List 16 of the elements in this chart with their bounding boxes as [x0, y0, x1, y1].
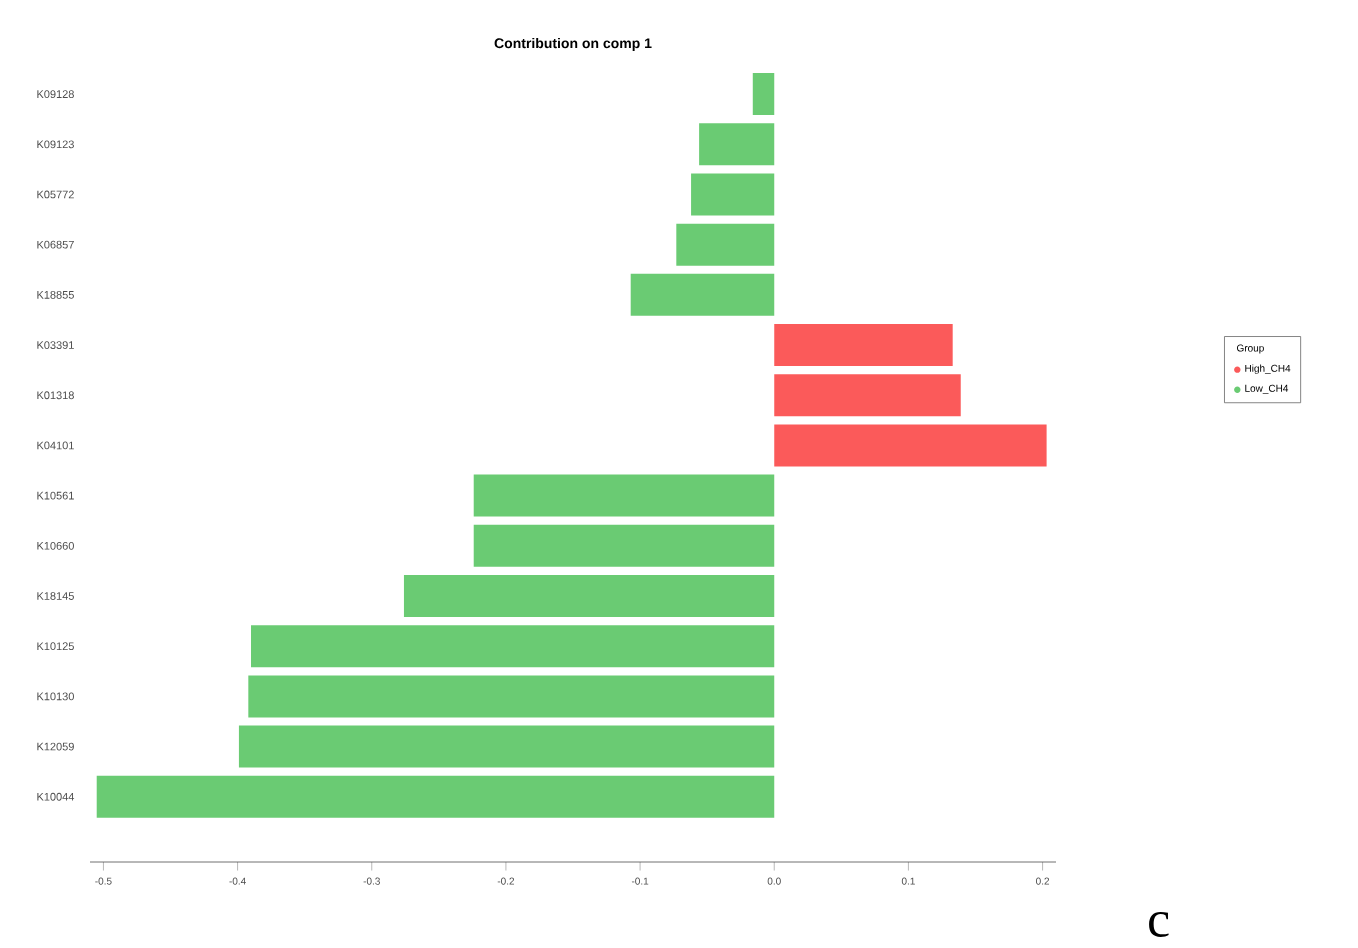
bar [403, 575, 775, 618]
bar [238, 725, 775, 768]
bar [699, 123, 775, 166]
bar [96, 775, 775, 818]
bar [691, 173, 775, 216]
bar [473, 524, 775, 567]
bar [774, 374, 961, 417]
bar [630, 273, 775, 316]
bar [676, 223, 775, 266]
bar [251, 625, 775, 668]
bar [473, 474, 775, 517]
text: c [1149, 911, 1169, 937]
bar [774, 424, 1047, 467]
bar [248, 675, 775, 718]
bar [752, 73, 775, 116]
bar [774, 324, 953, 367]
